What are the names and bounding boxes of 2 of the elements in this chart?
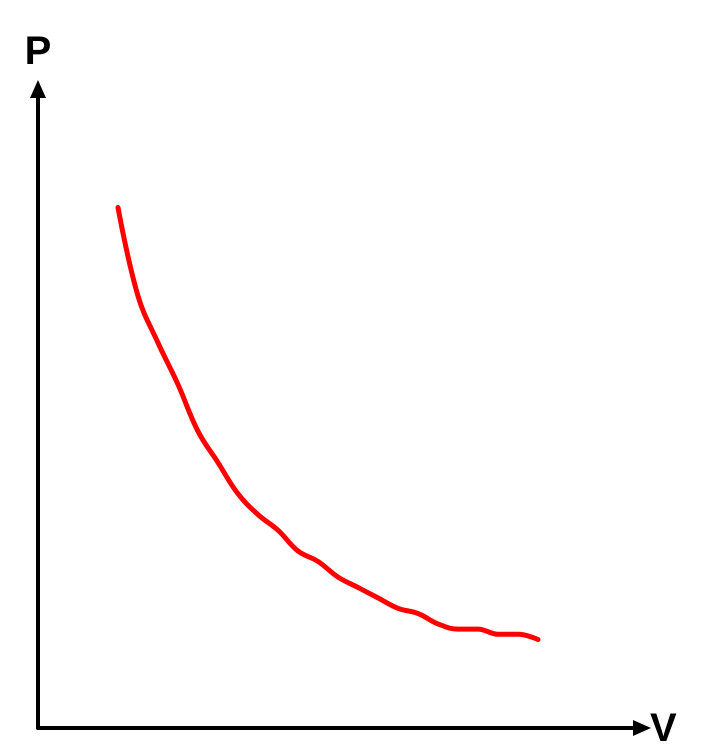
y-axis-title: P	[24, 29, 52, 73]
x-axis-title: V	[650, 706, 677, 750]
